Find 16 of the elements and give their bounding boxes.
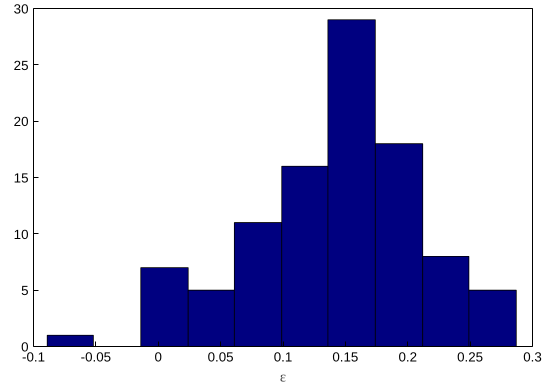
y-tick-label: 20 [14,114,29,130]
x-tick-label: 0.3 [523,350,542,364]
x-tick-label: 0.05 [208,350,234,364]
y-tick-label: 10 [14,226,29,242]
x-axis-title: ε [280,370,286,386]
x-tick-label: 0.15 [332,350,358,364]
y-tick-label: 25 [14,58,29,73]
x-tick-label: 0 [154,350,162,364]
x-tick-label: 0.2 [398,350,418,364]
y-tick-label: 30 [14,2,29,16]
y-tick-label: 0 [21,340,29,354]
x-tick-label: -0.05 [80,350,112,364]
x-tick-label: 0.25 [457,350,484,364]
y-tick-label: 15 [14,170,29,186]
x-tick-label: 0.1 [274,350,292,364]
y-tick-label: 5 [21,283,29,298]
